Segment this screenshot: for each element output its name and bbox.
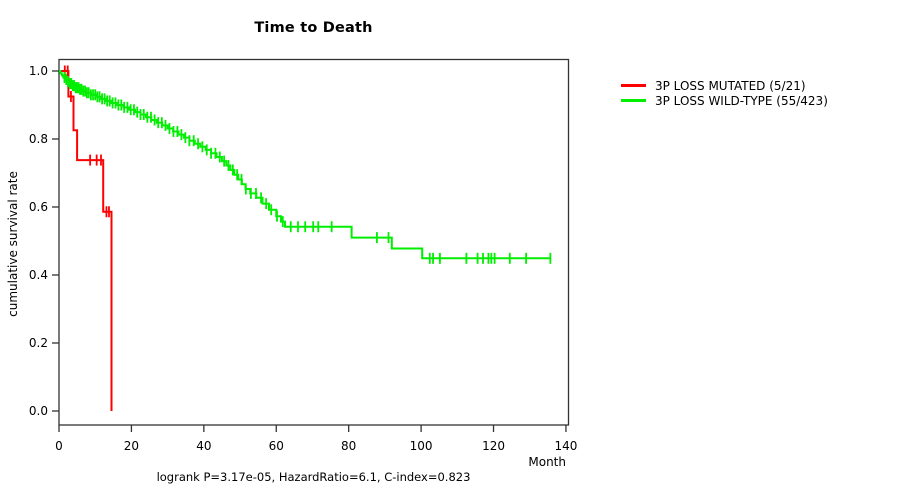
x-axis-tick-label: 60 [269,439,284,453]
legend-label-mutated: 3P LOSS MUTATED (5/21) [655,78,806,93]
y-axis-label: cumulative survival rate [6,171,20,317]
x-axis-tick-label: 80 [341,439,356,453]
y-axis-tick-label: 0.2 [29,336,48,350]
y-axis-tick-label: 0.8 [29,132,48,146]
x-axis-tick-label: 140 [554,439,577,453]
plot-box [58,58,570,426]
legend: 3P LOSS MUTATED (5/21) 3P LOSS WILD-TYPE… [621,78,828,108]
x-axis-tick-label: 20 [124,439,139,453]
y-axis-tick-label: 1.0 [29,64,48,78]
x-axis-label: Month [528,455,566,469]
legend-item-mutated: 3P LOSS MUTATED (5/21) [621,78,828,93]
legend-line-wildtype [621,99,646,102]
legend-label-wildtype: 3P LOSS WILD-TYPE (55/423) [655,93,828,108]
chart-title: Time to Death [254,20,373,36]
y-axis-tick-label: 0.6 [29,200,48,214]
legend-item-wildtype: 3P LOSS WILD-TYPE (55/423) [621,93,828,108]
y-axis-tick-label: 0.0 [29,404,48,418]
legend-line-mutated [621,84,646,87]
x-axis-tick-label: 40 [196,439,211,453]
stats-footnote: logrank P=3.17e-05, HazardRatio=6.1, C-i… [156,470,471,484]
x-axis-tick-label: 100 [410,439,433,453]
y-axis-tick-label: 0.4 [29,268,48,282]
x-axis-tick-label: 0 [55,439,63,453]
x-axis-tick-label: 120 [482,439,505,453]
survival-curve-mutated [59,70,113,411]
